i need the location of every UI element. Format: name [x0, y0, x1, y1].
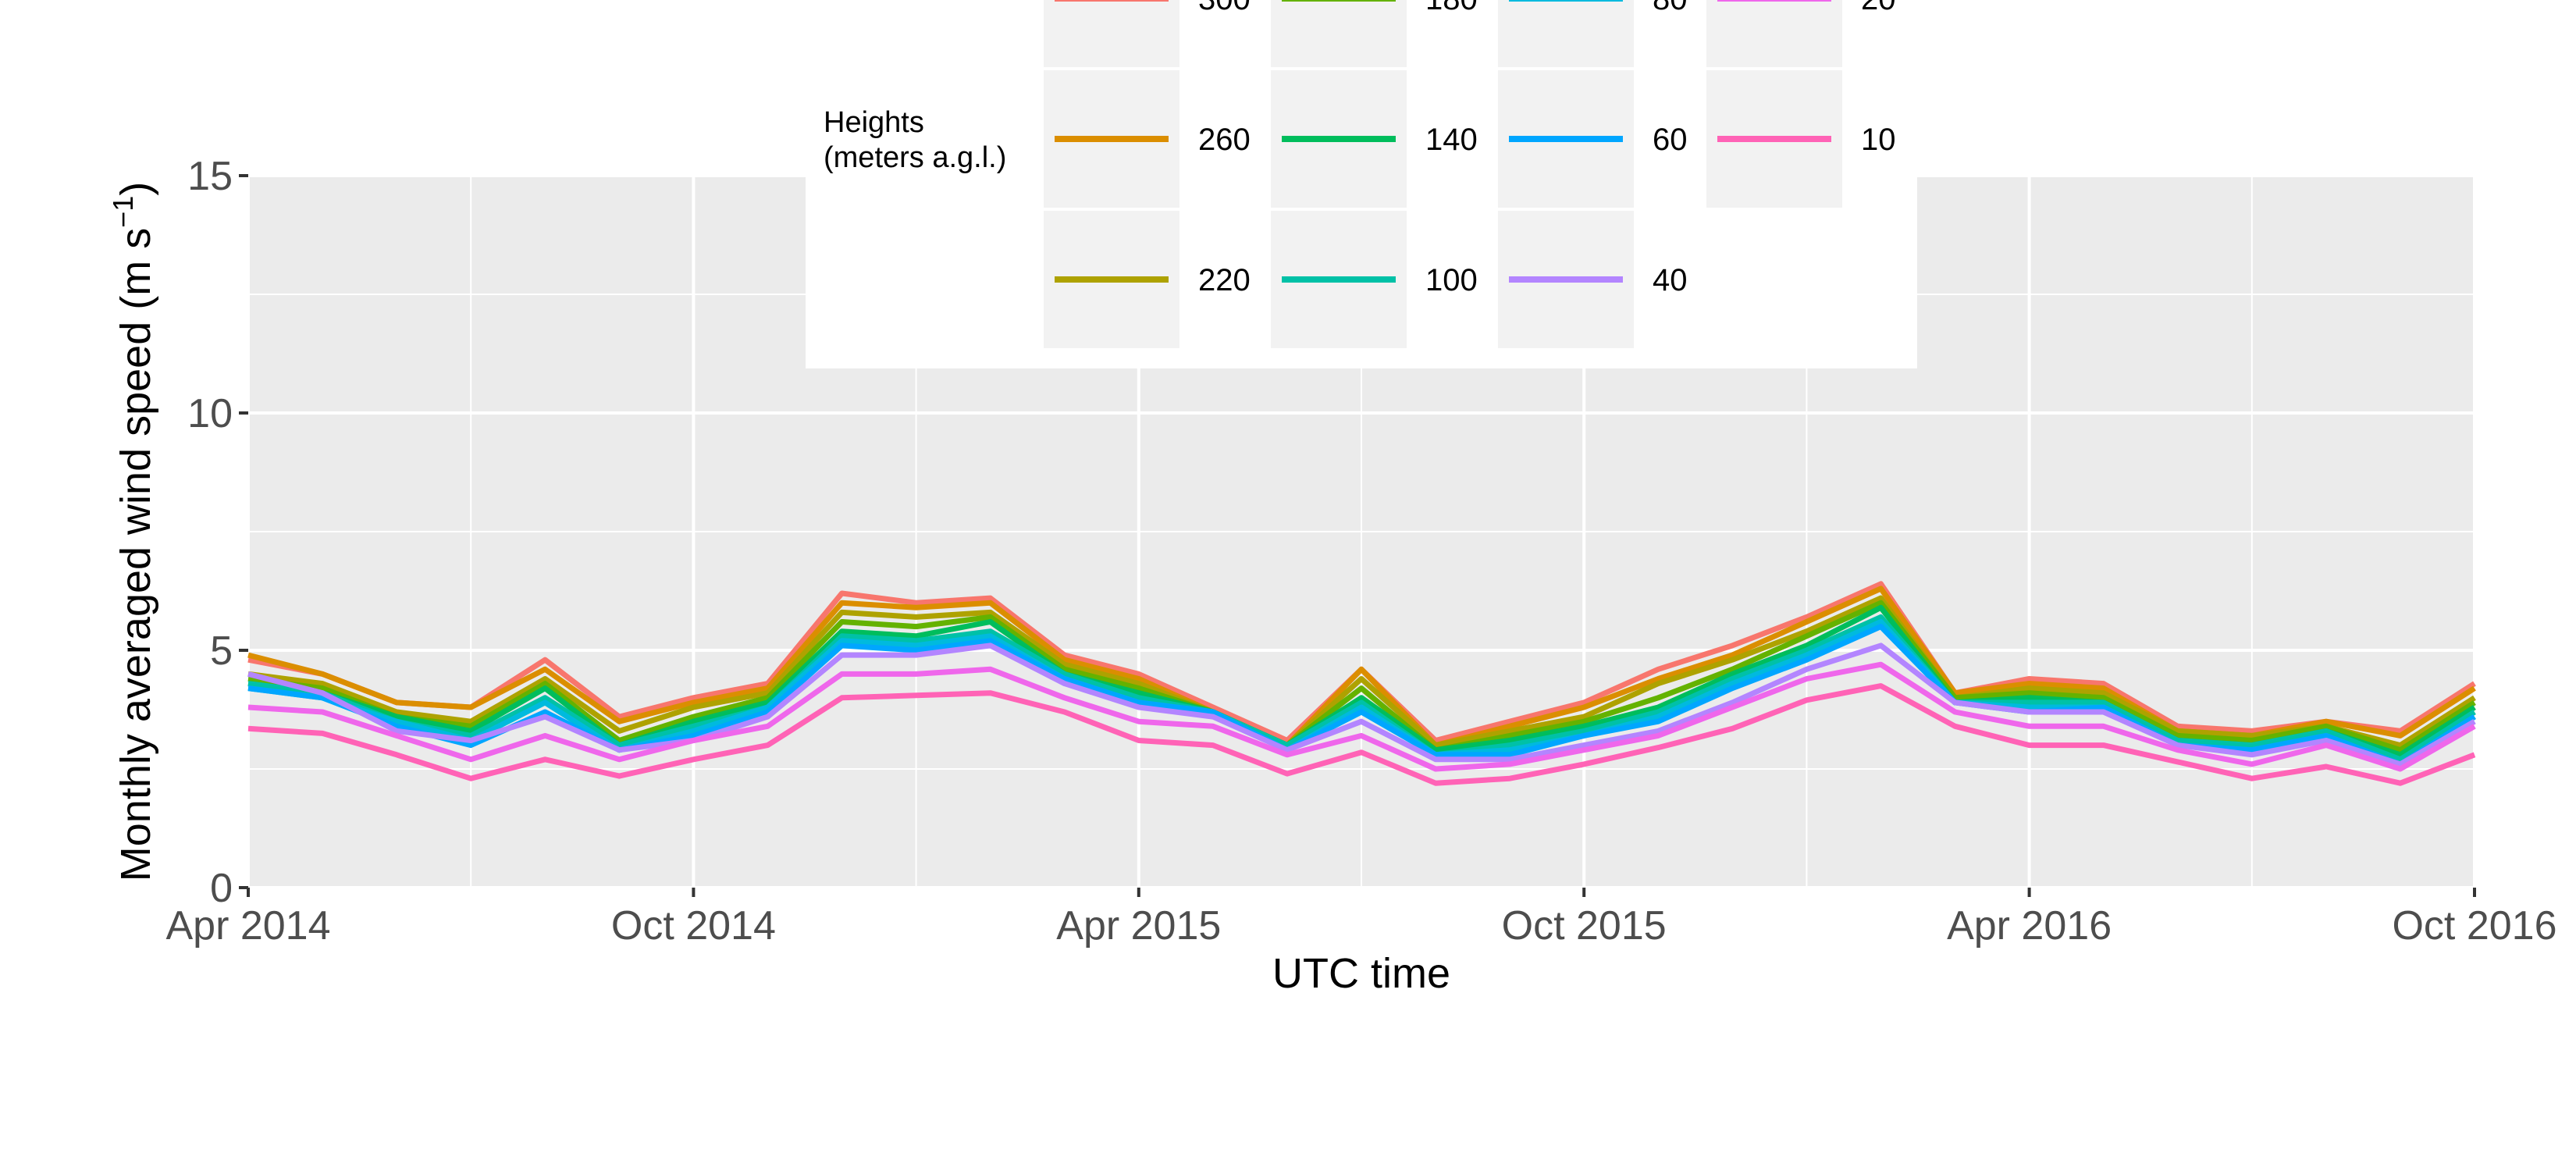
series-line-100	[247, 614, 2476, 763]
legend-label-220: 220	[1198, 263, 1251, 297]
legend-label-20: 20	[1861, 0, 1896, 16]
legend-label-300: 300	[1198, 0, 1251, 16]
x-tick-label: Oct 2014	[611, 903, 776, 949]
series-line-180	[247, 600, 2476, 753]
x-tick-label: Apr 2014	[165, 903, 330, 949]
y-tick-label: 10	[187, 391, 233, 436]
y-axis-title: Monthly averaged wind speed (m s−1)	[107, 182, 159, 881]
y-tick-label: 15	[187, 154, 233, 199]
series-lines	[247, 581, 2476, 786]
legend-label-60: 60	[1653, 123, 1688, 157]
legend-key-bg	[1706, 0, 1842, 67]
legend-label-40: 40	[1653, 263, 1688, 297]
x-tick-label: Apr 2015	[1056, 903, 1221, 949]
legend-label-80: 80	[1653, 0, 1688, 16]
y-tick-label: 5	[210, 628, 233, 674]
series-line-260	[247, 586, 2476, 749]
y-tick-label: 0	[210, 866, 233, 911]
legend-label-100: 100	[1425, 263, 1478, 297]
legend: Heights (meters a.g.l.) 300 260 220 180 140 1…	[806, 0, 1917, 368]
legend-key-bg	[1271, 0, 1407, 67]
legend-label-260: 260	[1198, 123, 1251, 157]
y-axis-title-close: )	[112, 182, 159, 196]
series-line-40	[247, 642, 2476, 767]
x-tick-label: Oct 2015	[1502, 903, 1667, 949]
legend-label-10: 10	[1861, 123, 1896, 157]
legend-label-180: 180	[1425, 0, 1478, 16]
series-line-20	[247, 661, 2476, 772]
x-tick-label: Oct 2016	[2392, 903, 2556, 949]
series-line-220	[247, 595, 2476, 749]
legend-key-bg	[1498, 0, 1634, 67]
y-axis-title-exponent: −1	[107, 196, 139, 228]
legend-label-140: 140	[1425, 123, 1478, 157]
y-axis-title-main: Monthly averaged wind speed (m s	[112, 228, 159, 881]
x-axis-title: UTC time	[1272, 950, 1450, 997]
x-tick-label: Apr 2016	[1947, 903, 2112, 949]
series-line-10	[247, 683, 2476, 786]
legend-items: 300 260 220 180 140 100 80 60 40 20 10	[1044, 0, 1896, 348]
y-axis: 0 5 10 15	[187, 154, 248, 911]
x-axis: Apr 2014 Oct 2014 Apr 2015 Oct 2015 Apr 2016…	[165, 888, 2557, 949]
legend-title-line2: (meters a.g.l.)	[824, 141, 1006, 174]
legend-title-line1: Heights	[824, 106, 924, 139]
legend-key-bg	[1044, 0, 1179, 67]
